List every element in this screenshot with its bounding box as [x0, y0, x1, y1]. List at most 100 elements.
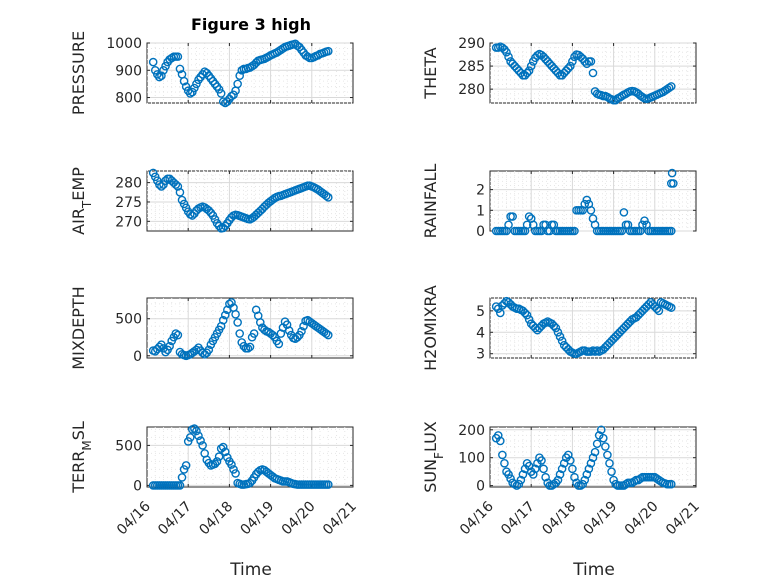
data-point [198, 441, 207, 450]
data-point [235, 329, 244, 338]
data-point [161, 176, 170, 185]
data-point [580, 475, 590, 485]
data-point [220, 310, 230, 320]
data-point [493, 431, 503, 440]
data-point [220, 447, 230, 457]
y-axis-label: H2OMIXRA [421, 285, 440, 371]
data-point [214, 221, 224, 231]
y-tick-label: 1 [476, 203, 485, 219]
data-point [231, 469, 240, 478]
y-tick-label: 0 [476, 224, 485, 240]
data-point [586, 458, 596, 468]
data-point [599, 433, 608, 443]
data-point [218, 442, 228, 452]
data-point [159, 65, 168, 75]
data-point [171, 180, 181, 189]
data-point [155, 342, 164, 352]
y-tick-label: 280 [458, 82, 485, 98]
data-point [592, 439, 602, 449]
data-point [268, 330, 277, 340]
data-point [214, 85, 224, 94]
data-point [664, 83, 674, 93]
data-point [212, 457, 222, 466]
y-tick-label: 2 [476, 183, 485, 199]
data-point [510, 479, 520, 489]
data-point [173, 182, 183, 191]
data-point [181, 461, 191, 470]
data-point [578, 479, 588, 489]
data-point [323, 46, 333, 56]
y-tick-label: 800 [115, 91, 142, 107]
data-point [165, 341, 174, 351]
data-point [576, 481, 585, 490]
data-point [255, 318, 265, 327]
data-point [524, 66, 534, 75]
data-point [216, 89, 226, 98]
data-point [185, 433, 195, 442]
subplot-rainfall: 0 1 2 RAINFALL [421, 164, 697, 240]
data-point [148, 57, 158, 67]
data-point [161, 61, 170, 71]
data-point [227, 460, 236, 469]
data-point [512, 481, 522, 490]
data-point [175, 481, 185, 490]
data-point [566, 61, 575, 71]
y-tick-label: 0 [133, 478, 142, 494]
data-point [500, 458, 509, 468]
data-point [568, 57, 577, 66]
data-point [563, 64, 573, 73]
data-point [557, 336, 567, 346]
data-point [227, 298, 236, 307]
data-point [555, 332, 565, 341]
data-point [157, 182, 166, 191]
data-point [586, 57, 596, 66]
data-series [148, 424, 333, 490]
data-point [227, 91, 236, 101]
y-tick-label: 3 [476, 347, 485, 363]
x-tick-label: 04/19 [238, 499, 278, 539]
data-point [188, 211, 197, 220]
y-tick-label: 270 [115, 214, 142, 230]
x-axis-label-right: Time [572, 560, 615, 580]
y-tick-label: 285 [458, 59, 485, 75]
data-point [249, 329, 259, 338]
data-series [491, 296, 676, 359]
data-point [568, 464, 577, 474]
data-point [638, 92, 647, 102]
data-point [190, 424, 199, 433]
data-point [175, 187, 185, 197]
data-point [150, 65, 160, 75]
data-point [161, 347, 170, 357]
subplot-mixdepth: 0 500 MIXDEPTH [69, 286, 354, 370]
y-tick-label: 200 [458, 423, 485, 439]
y-tick-label: 4 [476, 325, 485, 341]
y-tick-label: 280 [115, 176, 142, 192]
data-point [495, 308, 505, 318]
data-point [524, 212, 534, 221]
y-tick-label: 500 [115, 438, 142, 454]
y-tick-label: 5 [476, 304, 485, 320]
y-tick-label: 0 [133, 349, 142, 365]
data-point [667, 168, 677, 178]
data-point [652, 304, 662, 314]
x-tick-label: 04/21 [663, 499, 703, 539]
data-point [323, 330, 333, 340]
plot-area [489, 170, 697, 232]
data-point [539, 464, 548, 474]
y-axis-label: AIRTEMP [69, 167, 94, 235]
data-point [582, 195, 592, 205]
data-point [617, 226, 627, 236]
data-point [196, 436, 205, 445]
data-point [498, 450, 507, 460]
data-point [284, 326, 294, 335]
x-tick-label: 04/17 [498, 499, 538, 539]
y-axis-label: THETA [421, 47, 440, 99]
x-tick-label: 04/18 [196, 499, 236, 539]
data-series [491, 42, 676, 105]
data-point [518, 470, 528, 479]
subplot-terr-msl: 0 500 TERRMSL 04/16 04/17 04/18 04/19 04/20 04/2… [69, 421, 360, 538]
data-point [666, 479, 676, 489]
data-point [214, 452, 224, 461]
y-tick-label: 1000 [106, 36, 142, 52]
